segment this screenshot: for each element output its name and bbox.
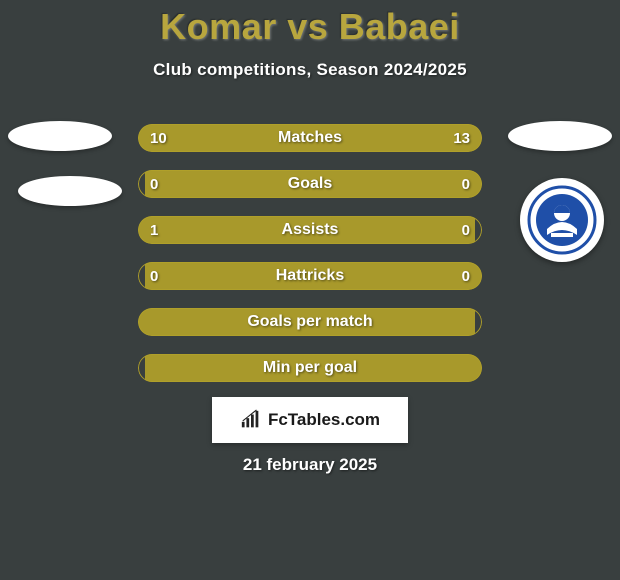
stat-value-left: 0	[138, 170, 170, 198]
stat-value-left: 0	[138, 262, 170, 290]
club-crest-icon	[527, 185, 597, 255]
brand-badge: FcTables.com	[212, 397, 408, 443]
player-left-badge-2	[18, 176, 122, 206]
player-left-badge-1	[8, 121, 112, 151]
chart-icon	[240, 409, 262, 431]
stat-label: Min per goal	[138, 354, 482, 382]
stat-row: Hattricks0 0	[138, 262, 482, 290]
stat-label: Assists	[138, 216, 482, 244]
stat-value-right	[458, 354, 482, 382]
stat-label: Hattricks	[138, 262, 482, 290]
stat-value-right: 0	[450, 170, 482, 198]
stat-value-left: 1	[138, 216, 170, 244]
date-text: 21 february 2025	[0, 455, 620, 475]
stat-row: Matches10 13	[138, 124, 482, 152]
stat-row: Assists1 0	[138, 216, 482, 244]
stat-value-left	[138, 308, 162, 336]
stat-value-right: 0	[450, 216, 482, 244]
stat-row: Min per goal	[138, 354, 482, 382]
stat-label: Goals per match	[138, 308, 482, 336]
player-right-badge-1	[508, 121, 612, 151]
stat-value-right	[458, 308, 482, 336]
stat-value-left: 10	[138, 124, 179, 152]
stat-rows: Matches1013Goals00Assists10Hattricks00Go…	[138, 124, 482, 400]
stat-row: Goals0 0	[138, 170, 482, 198]
page-title: Komar vs Babaei	[0, 6, 620, 48]
stat-value-left	[138, 354, 162, 382]
brand-text: FcTables.com	[268, 410, 380, 430]
stat-value-right: 13	[441, 124, 482, 152]
subtitle: Club competitions, Season 2024/2025	[0, 60, 620, 80]
club-logo	[520, 178, 604, 262]
comparison-card: Komar vs Babaei Club competitions, Seaso…	[0, 0, 620, 580]
stat-label: Matches	[138, 124, 482, 152]
stat-label: Goals	[138, 170, 482, 198]
stat-row: Goals per match	[138, 308, 482, 336]
stat-value-right: 0	[450, 262, 482, 290]
